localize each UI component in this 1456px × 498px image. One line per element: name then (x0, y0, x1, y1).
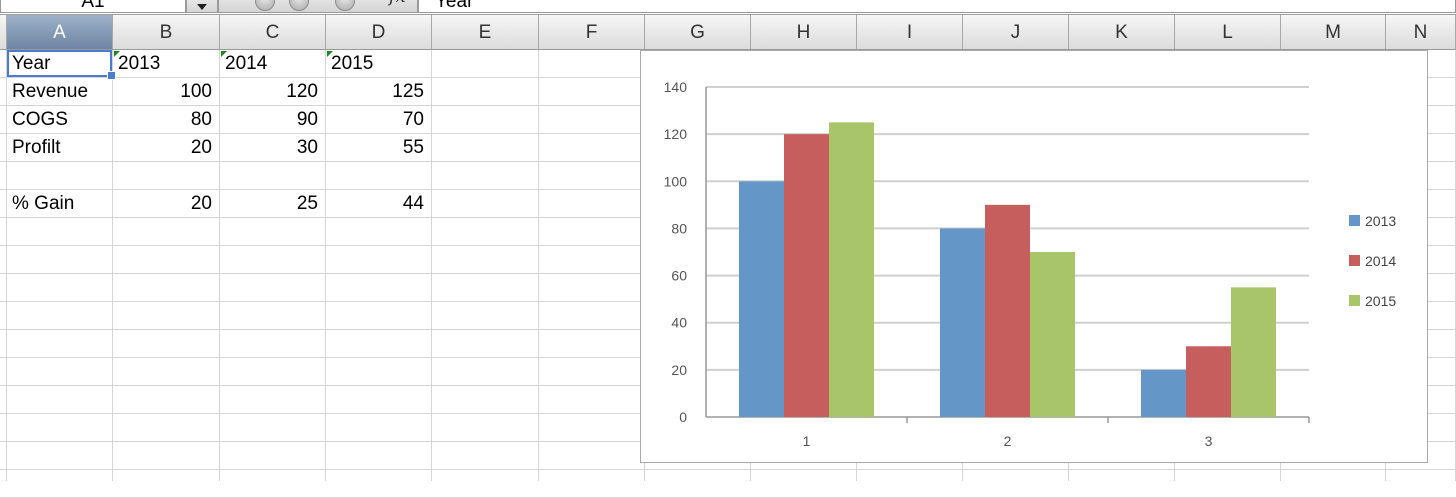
legend-swatch-2014 (1349, 255, 1360, 266)
bar-2015-cat-2 (1030, 252, 1075, 417)
row-label-cell[interactable]: Profilt (12, 137, 61, 158)
grid-column-line (112, 50, 113, 481)
column-header-f[interactable]: F (539, 15, 645, 49)
column-header-e[interactable]: E (432, 15, 539, 49)
chart-canvas: 0 20 40 60 80 100 120 140 1 2 3 2013 2014 2015 (664, 79, 1397, 449)
x-tick-label: 3 (1205, 433, 1213, 449)
select-all-corner[interactable] (0, 15, 7, 49)
cancel-icon[interactable] (255, 0, 275, 11)
value-cell[interactable]: 30 (296, 137, 318, 158)
fill-handle[interactable] (107, 71, 116, 80)
grid-column-line (538, 50, 539, 481)
cell-header-2015[interactable]: 2015 (331, 53, 374, 74)
legend-swatch-2013 (1349, 215, 1360, 226)
column-header-d[interactable]: D (326, 15, 432, 49)
y-tick-label: 120 (664, 126, 688, 142)
y-tick-label: 80 (671, 220, 687, 236)
column-header-i[interactable]: I (857, 15, 963, 49)
legend-label-2015: 2015 (1365, 293, 1396, 309)
text-number-warning-flag (114, 51, 120, 57)
legend-swatch-2015 (1349, 295, 1360, 306)
column-header-l[interactable]: L (1175, 15, 1281, 49)
value-cell[interactable]: 100 (180, 81, 212, 102)
grid-column-line (325, 50, 326, 481)
fx-icon[interactable]: fx (389, 0, 406, 7)
bar-2014-cat-3 (1186, 346, 1231, 417)
value-cell[interactable]: 20 (190, 137, 212, 158)
formula-buttons: fx (218, 0, 418, 13)
bar-2015-cat-3 (1231, 287, 1276, 417)
column-header-a[interactable]: A (7, 15, 113, 49)
bar-2013-cat-2 (940, 228, 985, 417)
legend-label-2013: 2013 (1365, 213, 1396, 229)
formula-bar: A1 fx Year (0, 0, 1456, 15)
confirm-icon[interactable] (289, 0, 309, 11)
row-label-cell[interactable]: Revenue (12, 81, 89, 102)
y-tick-label: 40 (671, 315, 687, 331)
value-cell[interactable]: 44 (402, 193, 424, 214)
bar-2014-cat-1 (784, 134, 829, 417)
value-cell[interactable]: 90 (296, 109, 318, 130)
y-tick-label: 0 (679, 409, 687, 425)
name-box-dropdown-button[interactable] (186, 0, 218, 13)
y-tick-label: 60 (671, 268, 687, 284)
value-cell[interactable]: 120 (286, 81, 318, 102)
grid-column-line (219, 50, 220, 481)
column-header-n[interactable]: N (1386, 15, 1456, 49)
function-wizard-icon[interactable] (335, 0, 355, 11)
column-header-m[interactable]: M (1281, 15, 1386, 49)
value-cell[interactable]: 20 (190, 193, 212, 214)
bar-2013-cat-1 (739, 181, 784, 417)
row-label-cell[interactable]: % Gain (12, 193, 75, 214)
y-tick-label: 20 (671, 362, 687, 378)
legend-label-2014: 2014 (1365, 253, 1396, 269)
column-header-k[interactable]: K (1069, 15, 1175, 49)
active-cell-a1[interactable]: Year (7, 50, 112, 77)
column-header-g[interactable]: G (645, 15, 751, 49)
grid-column-line (431, 50, 432, 481)
row-label-cell[interactable]: COGS (12, 109, 68, 130)
x-tick-label: 1 (803, 433, 811, 449)
grid-column-line (6, 50, 7, 481)
text-number-warning-flag (327, 51, 333, 57)
bar-2015-cat-1 (829, 122, 874, 417)
column-header-c[interactable]: C (220, 15, 326, 49)
value-cell[interactable]: 125 (392, 81, 424, 102)
column-header-j[interactable]: J (963, 15, 1069, 49)
column-header-h[interactable]: H (751, 15, 857, 49)
value-cell[interactable]: 80 (190, 109, 212, 130)
formula-input[interactable]: Year (418, 0, 1456, 13)
text-number-warning-flag (221, 51, 227, 57)
name-box[interactable]: A1 (0, 0, 186, 13)
y-tick-label: 100 (664, 173, 688, 189)
value-cell[interactable]: 55 (402, 137, 424, 158)
bar-2014-cat-2 (985, 204, 1030, 417)
value-cell[interactable]: 25 (296, 193, 318, 214)
bar-2013-cat-3 (1141, 369, 1186, 417)
cell-header-2013[interactable]: 2013 (118, 53, 161, 74)
y-tick-label: 140 (664, 79, 688, 95)
clustered-column-chart[interactable]: 0 20 40 60 80 100 120 140 1 2 3 2013 2014 2015 (640, 50, 1428, 463)
column-header-b[interactable]: B (113, 15, 220, 49)
cell-header-2014[interactable]: 2014 (225, 53, 268, 74)
value-cell[interactable]: 70 (402, 109, 424, 130)
x-tick-label: 2 (1004, 433, 1012, 449)
grid-row-line (0, 469, 1456, 470)
